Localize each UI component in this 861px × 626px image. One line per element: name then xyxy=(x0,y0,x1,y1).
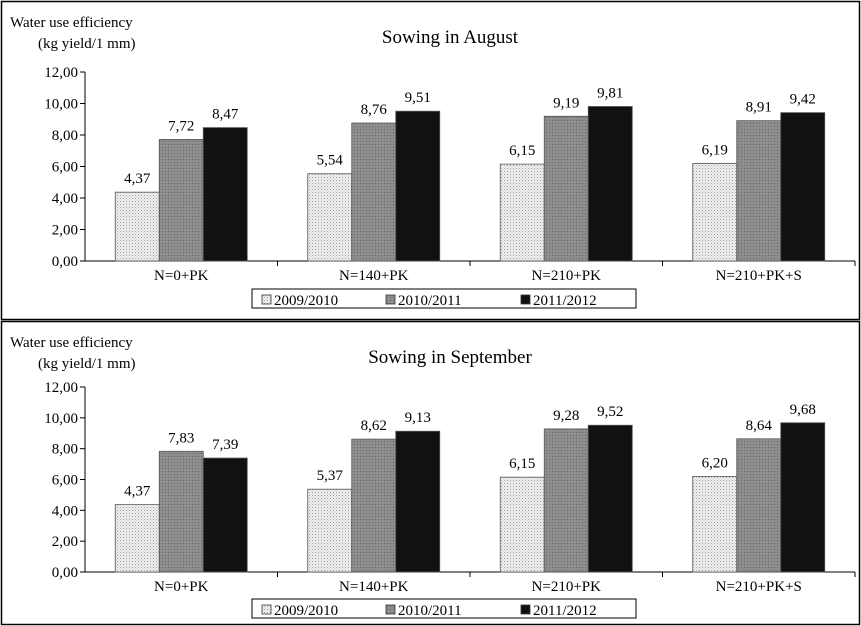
legend-label: 2011/2012 xyxy=(533,293,597,309)
chart-panel-1: Water use efficiency (kg yield/1 mm) Sowin… xyxy=(0,0,861,321)
bar-2009-2010 xyxy=(499,163,545,262)
category-label: N=140+PK xyxy=(339,579,409,595)
legend-swatch xyxy=(261,294,272,305)
legend-label: 2009/2010 xyxy=(274,603,338,619)
category-label: N=210+PK+S xyxy=(716,268,802,284)
data-label: 4,37 xyxy=(124,484,151,500)
category-label: N=210+PK xyxy=(532,268,602,284)
bar-2011-2012 xyxy=(780,112,826,262)
data-label: 9,51 xyxy=(405,90,431,106)
data-label: 8,47 xyxy=(212,107,239,123)
bar-2010-2011 xyxy=(351,438,397,573)
bar-2011-2012 xyxy=(202,127,248,262)
data-label: 9,13 xyxy=(405,410,431,426)
data-label: 8,91 xyxy=(746,100,772,116)
data-label: 7,72 xyxy=(168,118,194,134)
data-label: 8,76 xyxy=(361,102,388,118)
bar-2011-2012 xyxy=(587,106,633,262)
chart-title: Sowing in August xyxy=(382,27,519,48)
panel-frame xyxy=(0,320,861,626)
bar-2011-2012 xyxy=(395,110,441,262)
category-label: N=140+PK xyxy=(339,268,409,284)
y-tick-label: 12,00 xyxy=(44,65,78,81)
legend-box xyxy=(251,288,637,309)
legend-swatch xyxy=(520,604,531,615)
bar-2011-2012 xyxy=(587,424,633,573)
data-label: 7,83 xyxy=(168,430,194,446)
bar-2009-2010 xyxy=(114,504,160,573)
y-tick-label: 8,00 xyxy=(52,128,78,144)
legend-label: 2010/2011 xyxy=(398,603,462,619)
y-tick-label: 8,00 xyxy=(52,442,78,458)
data-label: 9,19 xyxy=(553,95,579,111)
data-label: 8,64 xyxy=(746,418,773,434)
y-tick-label: 4,00 xyxy=(52,191,78,207)
bar-2010-2011 xyxy=(736,120,782,262)
bar-2009-2010 xyxy=(114,191,160,262)
bar-2010-2011 xyxy=(351,122,397,262)
data-label: 6,20 xyxy=(702,455,728,471)
legend-label: 2011/2012 xyxy=(533,603,597,619)
data-label: 9,28 xyxy=(553,408,579,424)
legend-swatch xyxy=(385,604,396,615)
data-label: 9,52 xyxy=(597,404,623,420)
category-label: N=210+PK+S xyxy=(716,579,802,595)
panel-frame xyxy=(0,0,861,321)
y-axis-label-line2: (kg yield/1 mm) xyxy=(38,36,136,52)
data-label: 9,42 xyxy=(790,92,816,108)
category-label: N=210+PK xyxy=(532,579,602,595)
data-label: 4,37 xyxy=(124,171,151,187)
data-label: 9,68 xyxy=(790,402,816,418)
bar-2011-2012 xyxy=(202,457,248,573)
y-tick-label: 12,00 xyxy=(44,380,78,396)
chart-panel-2: Water use efficiency (kg yield/1 mm) Sowin… xyxy=(0,320,861,626)
data-label: 5,54 xyxy=(317,153,344,169)
bar-2011-2012 xyxy=(780,422,826,573)
data-label: 6,19 xyxy=(702,143,728,159)
legend-swatch xyxy=(520,294,531,305)
category-label: N=0+PK xyxy=(154,579,209,595)
bar-2010-2011 xyxy=(736,438,782,573)
legend-swatch xyxy=(261,604,272,615)
chart-title: Sowing in September xyxy=(368,347,532,368)
bar-2009-2010 xyxy=(307,173,353,262)
bar-2009-2010 xyxy=(499,476,545,573)
y-axis-label-line2: (kg yield/1 mm) xyxy=(38,356,136,372)
bar-2009-2010 xyxy=(692,163,738,262)
bar-2011-2012 xyxy=(395,430,441,573)
data-label: 6,15 xyxy=(509,143,535,159)
bar-2010-2011 xyxy=(158,139,204,262)
y-axis-label-line1: Water use efficiency xyxy=(10,335,133,351)
legend-box xyxy=(251,598,637,619)
data-label: 6,15 xyxy=(509,456,535,472)
y-tick-label: 4,00 xyxy=(52,503,78,519)
data-label: 7,39 xyxy=(212,437,238,453)
y-tick-label: 2,00 xyxy=(52,223,78,239)
legend-label: 2009/2010 xyxy=(274,293,338,309)
bar-2010-2011 xyxy=(543,428,589,573)
y-tick-label: 6,00 xyxy=(52,160,78,176)
category-label: N=0+PK xyxy=(154,268,209,284)
y-tick-label: 0,00 xyxy=(52,565,78,581)
y-tick-label: 2,00 xyxy=(52,534,78,550)
data-label: 9,81 xyxy=(597,85,623,101)
legend-swatch xyxy=(385,294,396,305)
bar-2010-2011 xyxy=(543,115,589,262)
data-label: 8,62 xyxy=(361,418,387,434)
bar-2009-2010 xyxy=(692,476,738,573)
y-axis-label-line1: Water use efficiency xyxy=(10,15,133,31)
bar-2010-2011 xyxy=(158,450,204,573)
legend-label: 2010/2011 xyxy=(398,293,462,309)
y-tick-label: 10,00 xyxy=(44,97,78,113)
bar-2009-2010 xyxy=(307,488,353,573)
y-tick-label: 0,00 xyxy=(52,254,78,270)
y-tick-label: 10,00 xyxy=(44,411,78,427)
y-tick-label: 6,00 xyxy=(52,473,78,489)
data-label: 5,37 xyxy=(317,468,344,484)
